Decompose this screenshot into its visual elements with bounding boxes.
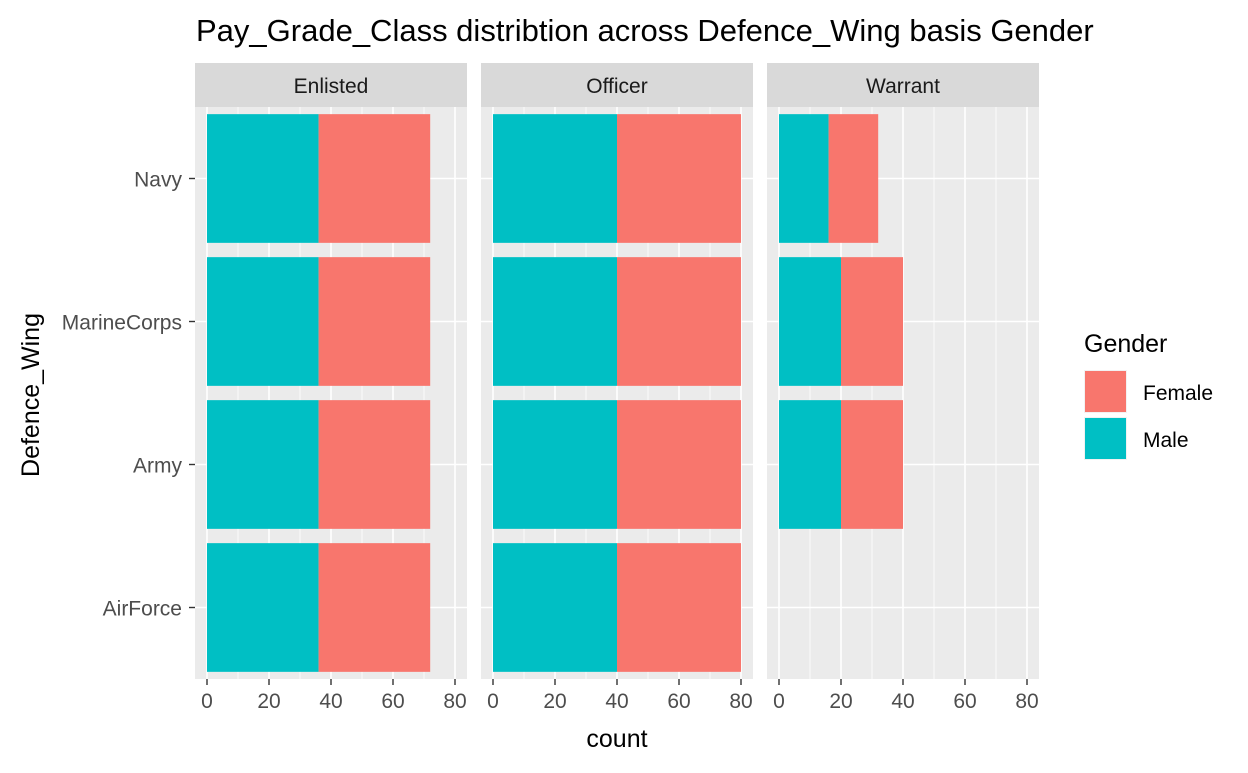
bar-female-marinecorps [617,257,741,386]
bar-male-army [493,400,617,529]
x-tick-label: 0 [201,690,213,713]
x-tick-label: 40 [319,690,342,713]
x-tick-label: 20 [543,690,566,713]
bar-male-army [207,400,319,529]
x-tick-label: 0 [487,690,499,713]
y-tick-label: MarineCorps [62,312,182,335]
facet-strip-label: Warrant [866,75,940,98]
facet-strip [481,63,753,107]
x-axis-label: count [586,725,647,753]
bar-female-navy [318,114,431,243]
x-tick-label: 0 [773,690,785,713]
x-tick-label: 60 [381,690,404,713]
legend-label-male: Male [1143,429,1189,452]
bar-female-navy [828,114,879,243]
y-tick-label: AirForce [103,598,182,621]
bar-female-navy [617,114,741,243]
bar-male-marinecorps [207,257,319,386]
x-tick-label: 60 [953,690,976,713]
facet-strip-label: Officer [586,75,647,98]
legend-title: Gender [1084,330,1167,358]
bar-male-airforce [493,543,617,672]
bar-male-airforce [207,543,319,672]
bar-male-navy [207,114,319,243]
bar-male-navy [493,114,617,243]
bar-male-army [779,400,841,529]
chart-title: Pay_Grade_Class distribtion across Defen… [196,13,1094,48]
bar-male-navy [779,114,829,243]
y-tick-label: Navy [134,169,182,192]
facet-strip-label: Enlisted [294,75,369,98]
legend-key-male [1085,418,1126,459]
bar-male-marinecorps [779,257,841,386]
legend-key-female [1085,371,1126,412]
facet-strip [195,63,467,107]
x-tick-label: 60 [667,690,690,713]
facet-strip [767,63,1039,107]
legend-label-female: Female [1143,382,1213,405]
bar-female-marinecorps [318,257,431,386]
x-tick-label: 20 [829,690,852,713]
x-tick-label: 20 [257,690,280,713]
bar-female-airforce [617,543,741,672]
x-tick-label: 80 [443,690,466,713]
x-tick-label: 80 [729,690,752,713]
x-tick-label: 40 [891,690,914,713]
bar-female-marinecorps [841,257,903,386]
bar-male-marinecorps [493,257,617,386]
bar-female-airforce [318,543,431,672]
bar-female-army [841,400,903,529]
y-axis-label: Defence_Wing [17,313,45,477]
y-tick-label: Army [133,455,182,478]
x-tick-label: 40 [605,690,628,713]
bar-female-army [617,400,741,529]
x-tick-label: 80 [1015,690,1038,713]
bar-female-army [318,400,431,529]
